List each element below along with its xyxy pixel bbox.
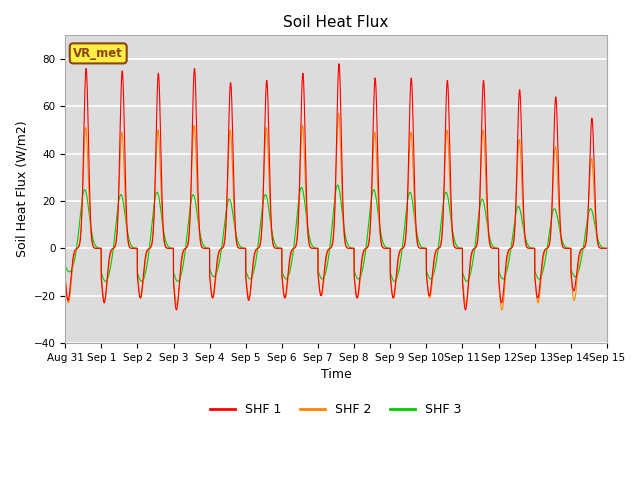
SHF 3 [61, 263, 69, 268]
SHF 1 [61, 275, 69, 281]
SHF 3 [463, 278, 470, 284]
Line: SHF 3: SHF 3 [65, 185, 607, 281]
SHF 2 [603, 245, 611, 251]
Text: VR_met: VR_met [73, 47, 123, 60]
SHF 3 [428, 276, 435, 282]
SHF 2 [316, 286, 323, 292]
SHF 2 [458, 245, 465, 251]
SHF 3 [316, 273, 323, 278]
SHF 2 [428, 287, 435, 292]
Y-axis label: Soil Heat Flux (W/m2): Soil Heat Flux (W/m2) [15, 121, 28, 257]
SHF 1 [159, 208, 166, 214]
SHF 1 [461, 307, 469, 313]
X-axis label: Time: Time [321, 368, 351, 381]
SHF 3 [334, 182, 342, 188]
SHF 3 [603, 245, 611, 251]
Legend: SHF 1, SHF 2, SHF 3: SHF 1, SHF 2, SHF 3 [205, 398, 467, 421]
Title: Soil Heat Flux: Soil Heat Flux [284, 15, 388, 30]
Line: SHF 2: SHF 2 [65, 113, 607, 310]
SHF 1 [458, 245, 465, 251]
SHF 1 [316, 288, 323, 294]
SHF 3 [458, 245, 465, 251]
SHF 1 [428, 280, 435, 286]
SHF 2 [61, 275, 69, 280]
SHF 1 [488, 245, 496, 251]
SHF 3 [159, 221, 166, 227]
SHF 2 [488, 245, 496, 251]
Line: SHF 1: SHF 1 [65, 64, 607, 310]
SHF 2 [159, 221, 166, 227]
SHF 3 [488, 242, 496, 248]
SHF 1 [603, 245, 611, 251]
SHF 1 [335, 61, 343, 67]
SHF 1 [603, 245, 611, 251]
SHF 2 [603, 245, 611, 251]
SHF 2 [498, 307, 506, 313]
SHF 3 [603, 245, 611, 251]
SHF 2 [335, 110, 342, 116]
